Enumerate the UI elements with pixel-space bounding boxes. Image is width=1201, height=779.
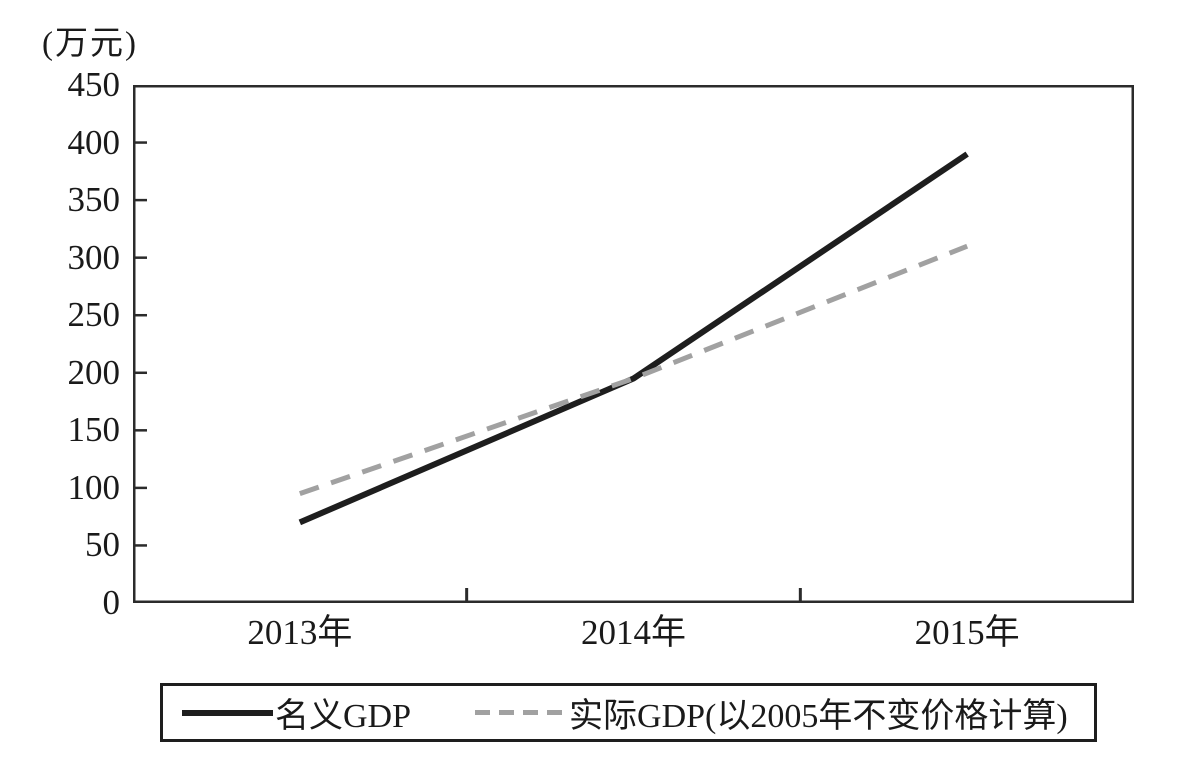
legend-box: 名义GDP 实际GDP(以2005年不变价格计算) [160,683,1097,742]
x-tick-label-2015: 2015年 [914,613,1020,652]
x-tick-label-2013: 2013年 [247,613,353,652]
y-axis-tick-labels: 450 400 350 300 250 200 150 100 50 0 [0,65,121,623]
y-tick-label: 300 [67,237,121,277]
y-tick-label: 0 [102,582,121,622]
x-tick-label-2014: 2014年 [580,613,687,652]
y-tick-label: 400 [67,122,121,162]
series-line-nominal-gdp [298,151,969,526]
legend-label-nominal-gdp: 名义GDP [275,698,412,735]
y-tick-label: 450 [67,65,121,104]
y-tick-label: 150 [67,410,121,450]
series-line-real-gdp [299,243,969,497]
y-tick-label: 200 [67,352,121,392]
y-tick-label: 350 [67,180,121,220]
y-axis-unit-label: (万元) [42,26,138,62]
y-tick-label: 50 [85,525,120,565]
y-tick-label: 250 [67,295,121,335]
y-tick-label: 100 [67,467,121,507]
plot-area-svg [133,85,1134,603]
plot-border [133,85,1134,603]
legend-label-real-gdp: 实际GDP(以2005年不变价格计算) [569,698,1068,735]
legend-dashed-line-swatch [475,710,568,715]
legend-solid-line-swatch [182,709,273,716]
